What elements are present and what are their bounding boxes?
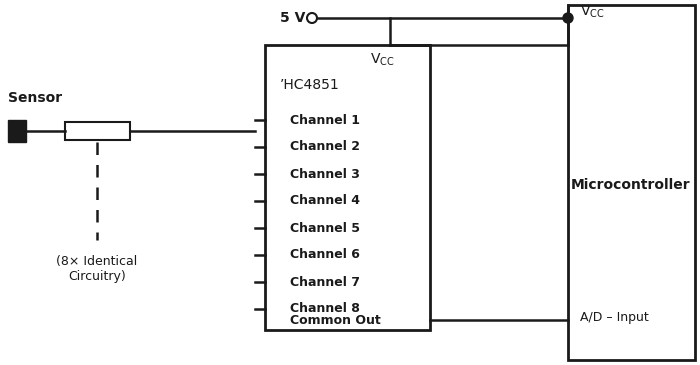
Text: 5 V: 5 V: [279, 11, 305, 25]
Text: Channel 1: Channel 1: [290, 114, 360, 127]
Text: Channel 7: Channel 7: [290, 276, 360, 288]
Text: Channel 4: Channel 4: [290, 195, 360, 207]
Text: Channel 5: Channel 5: [290, 222, 360, 234]
Text: Sensor: Sensor: [8, 91, 62, 105]
Bar: [265, 45, 430, 330]
Text: V$_{\mathregular{CC}}$: V$_{\mathregular{CC}}$: [370, 52, 395, 68]
Text: Channel 8: Channel 8: [290, 303, 360, 315]
Text: V$_{\mathregular{CC}}$: V$_{\mathregular{CC}}$: [580, 4, 605, 20]
Bar: [568, 5, 695, 360]
Bar: [65, 122, 130, 140]
Text: (8× Identical
Circuitry): (8× Identical Circuitry): [57, 255, 138, 283]
Text: ’HC4851: ’HC4851: [280, 78, 340, 92]
Text: A/D – Input: A/D – Input: [580, 311, 649, 324]
Circle shape: [563, 13, 573, 23]
Text: Channel 6: Channel 6: [290, 249, 360, 261]
Text: Microcontroller: Microcontroller: [571, 178, 691, 192]
Bar: [8, 120, 26, 142]
Text: Common Out: Common Out: [290, 314, 381, 327]
Text: Channel 2: Channel 2: [290, 141, 360, 154]
Text: Channel 3: Channel 3: [290, 168, 360, 181]
